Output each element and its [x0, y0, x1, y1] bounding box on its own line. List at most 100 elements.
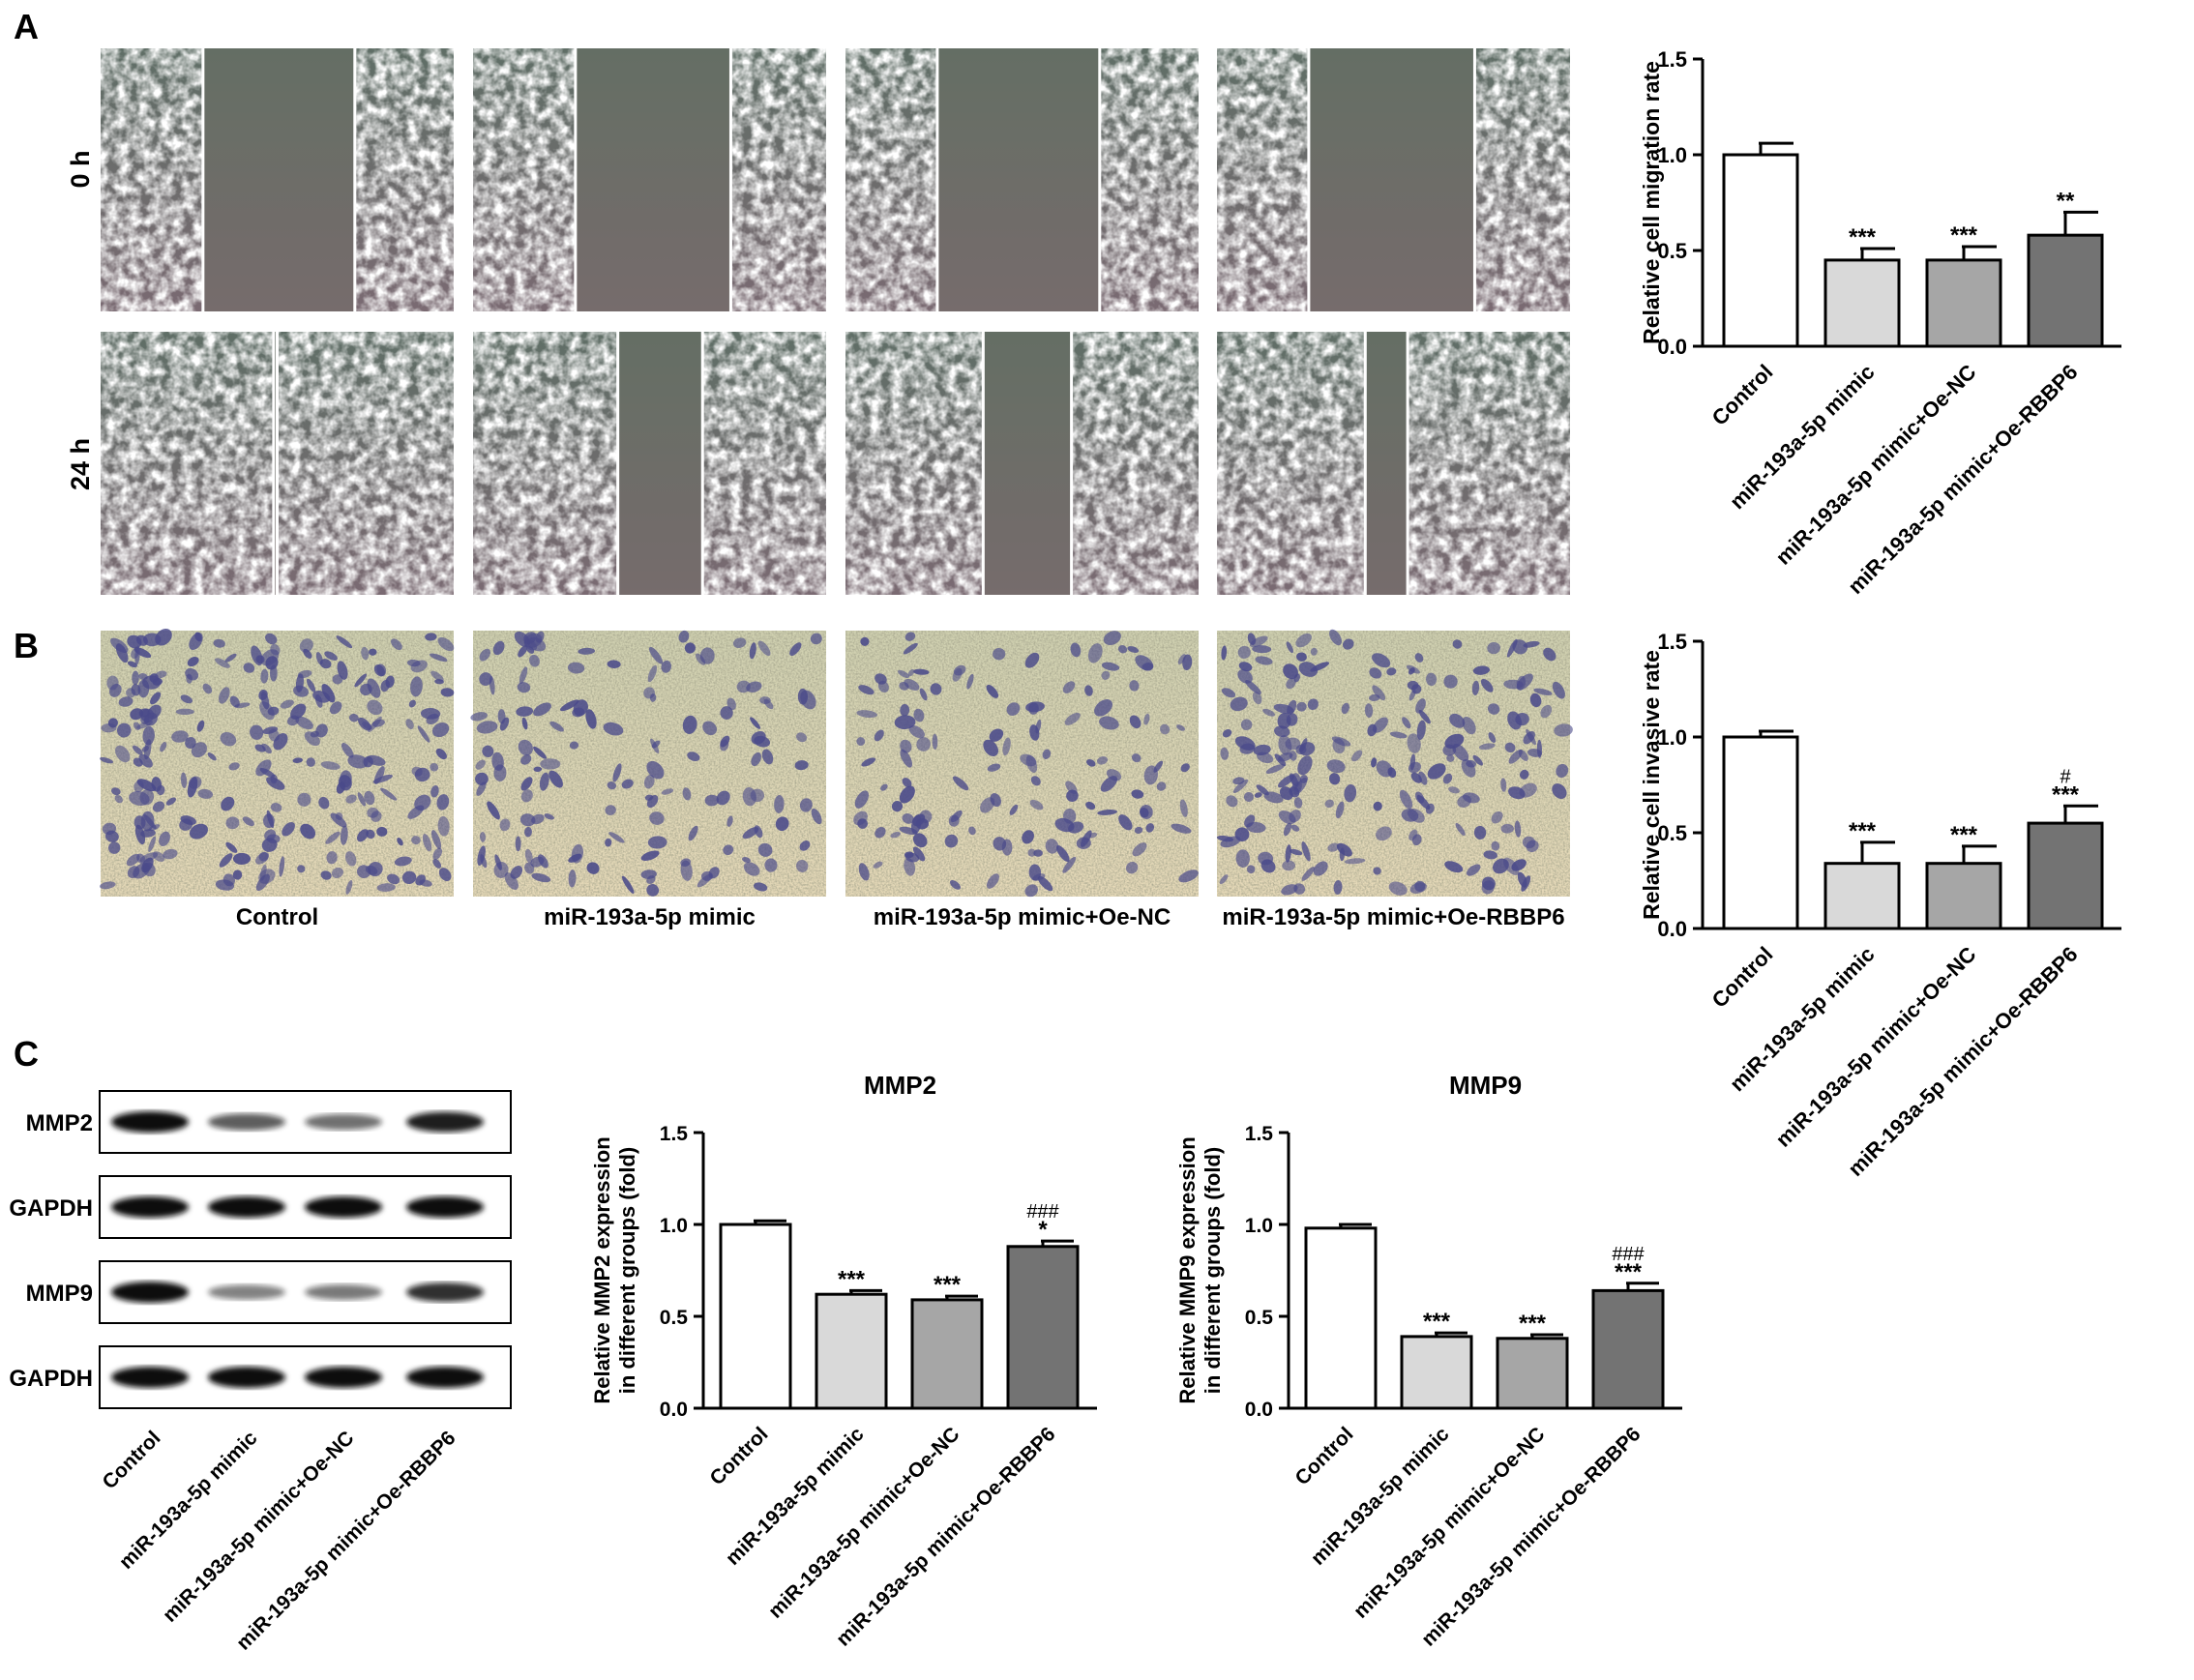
stained-cell	[479, 672, 492, 686]
stained-cell	[568, 869, 577, 888]
significance-label: ***	[1849, 818, 1877, 844]
blot-band	[406, 1111, 484, 1133]
stained-cell	[387, 873, 400, 885]
cell-layer	[473, 48, 576, 311]
scratch-image	[1217, 332, 1570, 595]
panel-label-c: C	[14, 1034, 39, 1074]
stained-cell	[224, 653, 237, 663]
stained-cell	[1129, 715, 1141, 729]
bar	[2027, 233, 2104, 348]
stained-cell	[1132, 842, 1147, 857]
stained-cell	[751, 730, 766, 745]
stained-cell	[533, 746, 548, 759]
stained-cell	[1488, 732, 1497, 744]
stained-cell	[499, 717, 510, 731]
stained-cell	[1221, 645, 1228, 661]
bar	[1925, 258, 2002, 348]
stained-cell	[873, 861, 883, 869]
stained-cell	[716, 790, 730, 806]
stained-cell	[430, 763, 439, 772]
stained-cell	[1426, 672, 1438, 687]
stained-cell	[319, 659, 332, 669]
stained-cell	[913, 668, 930, 675]
stained-cell	[1103, 631, 1121, 646]
stained-cell	[1087, 643, 1103, 663]
stained-cell	[140, 829, 156, 838]
stained-cell	[493, 861, 509, 878]
stained-cell	[723, 844, 734, 856]
bar	[1925, 862, 2002, 930]
stained-cell	[156, 784, 165, 796]
stained-cell	[320, 870, 332, 880]
cell-layer	[1217, 48, 1309, 311]
stained-cell	[891, 801, 904, 812]
stained-cell	[220, 731, 237, 747]
cell-layer	[1474, 48, 1570, 311]
stained-cell	[1529, 693, 1542, 708]
stained-cell	[761, 749, 774, 765]
stained-cell	[1408, 808, 1425, 823]
stained-cell	[118, 696, 133, 707]
stained-cell	[1127, 646, 1140, 653]
scratch-gap	[273, 332, 278, 595]
stained-cell	[242, 816, 254, 827]
stained-cell	[258, 689, 268, 700]
stained-cell	[682, 715, 697, 734]
significance-label: ***	[1849, 224, 1877, 251]
bar	[1591, 1288, 1665, 1410]
stained-cell	[1556, 763, 1569, 779]
bar	[1400, 1335, 1473, 1410]
stained-cell	[180, 694, 193, 704]
stained-cell	[1299, 775, 1308, 783]
stained-cell	[853, 811, 868, 826]
stained-cell	[215, 658, 230, 668]
y-tick-label: 1.5	[660, 1123, 689, 1145]
stained-cell	[147, 704, 162, 720]
y-tick-label: 0.0	[1245, 1399, 1273, 1421]
stained-cell	[219, 853, 233, 868]
stained-cell	[800, 690, 816, 710]
stained-cell	[743, 862, 760, 876]
stained-cell	[368, 716, 382, 733]
stained-cell	[1376, 760, 1393, 778]
stained-cell	[854, 790, 870, 809]
stained-cell	[687, 752, 700, 762]
stained-cell	[1518, 750, 1528, 761]
stained-cell	[1220, 747, 1230, 760]
stained-cell	[1244, 814, 1256, 828]
stained-cell	[165, 797, 177, 806]
stained-cell	[949, 879, 961, 890]
stained-cell	[260, 668, 269, 684]
stained-cell	[470, 712, 489, 722]
blot-row-label: GAPDH	[9, 1366, 93, 1392]
stained-cell	[175, 708, 194, 716]
stained-cell	[608, 832, 625, 843]
stained-cell	[1418, 709, 1431, 724]
stained-cell	[142, 862, 156, 877]
y-tick-label: 1.0	[660, 1215, 688, 1237]
stained-cell	[492, 640, 505, 656]
stained-cell	[1487, 641, 1500, 655]
stained-cell	[1533, 688, 1553, 695]
stained-cell	[1472, 754, 1483, 766]
stained-cell	[1407, 680, 1419, 691]
stained-cell	[1182, 654, 1193, 671]
scratch-assay-grid	[101, 48, 1570, 595]
stained-cell	[1471, 680, 1480, 696]
stained-cell	[746, 681, 762, 693]
stained-cell	[907, 668, 915, 677]
stained-cell	[1106, 769, 1122, 781]
stained-cell	[1134, 826, 1143, 834]
stained-cell	[126, 688, 136, 698]
stained-cell	[207, 752, 217, 761]
stained-cell	[295, 716, 313, 730]
stained-cell	[180, 772, 188, 788]
stained-cell	[789, 642, 802, 657]
stained-cell	[1252, 645, 1272, 654]
stained-cell	[519, 666, 528, 685]
stained-cell	[499, 818, 511, 832]
blot-row-label: MMP2	[26, 1110, 93, 1136]
stained-cell	[548, 770, 563, 788]
stained-cell	[1448, 786, 1460, 794]
y-tick-label: 1.5	[1657, 47, 1687, 72]
